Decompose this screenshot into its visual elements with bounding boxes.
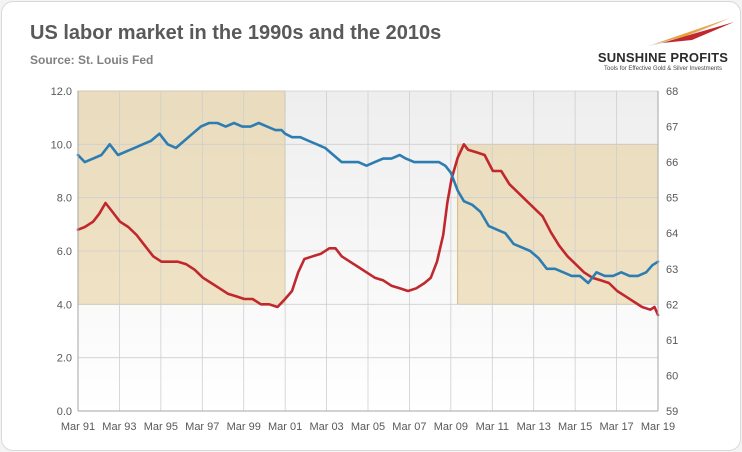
- x-tick-label: Mar 97: [185, 421, 219, 433]
- x-tick-label: Mar 19: [641, 421, 675, 433]
- x-tick-label: Mar 05: [351, 421, 385, 433]
- x-tick-label: Mar 13: [517, 421, 551, 433]
- right-axis-series-line: [76, 121, 660, 285]
- y2-tick-label: 67: [666, 122, 678, 134]
- chart-title: US labor market in the 1990s and the 201…: [30, 22, 442, 44]
- x-tick-label: Mar 11: [476, 421, 509, 433]
- x-tick-label: Mar 15: [558, 421, 592, 433]
- y-tick-label: 0.0: [57, 406, 72, 418]
- y2-tick-label: 60: [666, 370, 678, 382]
- y-tick-label: 2.0: [57, 353, 72, 365]
- x-tick-label: Mar 03: [309, 421, 343, 433]
- logo-tagline: Tools for Effective Gold & Silver Invest…: [604, 66, 722, 72]
- y2-tick-label: 61: [666, 335, 678, 347]
- y2-tick-label: 59: [666, 406, 678, 418]
- x-tick-label: Mar 95: [144, 421, 178, 433]
- chart-subtitle: Source: St. Louis Fed: [30, 53, 154, 67]
- x-tick-label: Mar 07: [392, 421, 426, 433]
- y-tick-label: 10.0: [51, 139, 72, 151]
- x-tick-label: Mar 17: [599, 421, 633, 433]
- y-tick-label: 6.0: [57, 246, 72, 258]
- y2-tick-label: 62: [666, 299, 678, 311]
- left-axis-series-line: [76, 143, 660, 317]
- y2-tick-label: 68: [666, 86, 678, 98]
- x-tick-label: Mar 99: [227, 421, 261, 433]
- y2-tick-label: 63: [666, 264, 678, 276]
- sunshine-profits-logo: SUNSHINE PROFITS Tools for Effective Gol…: [588, 16, 738, 76]
- y-tick-label: 8.0: [57, 193, 72, 205]
- y2-tick-label: 65: [666, 193, 678, 205]
- x-tick-label: Mar 93: [102, 421, 136, 433]
- y2-tick-label: 64: [666, 228, 678, 240]
- y-tick-label: 4.0: [57, 299, 72, 311]
- y-tick-label: 12.0: [51, 86, 72, 98]
- logo-name: SUNSHINE PROFITS: [597, 50, 729, 65]
- x-tick-label: Mar 09: [434, 421, 468, 433]
- x-tick-label: Mar 91: [61, 421, 95, 433]
- logo-swoosh-icon: [648, 18, 734, 46]
- y2-tick-label: 66: [666, 157, 678, 169]
- x-tick-label: Mar 01: [268, 421, 302, 433]
